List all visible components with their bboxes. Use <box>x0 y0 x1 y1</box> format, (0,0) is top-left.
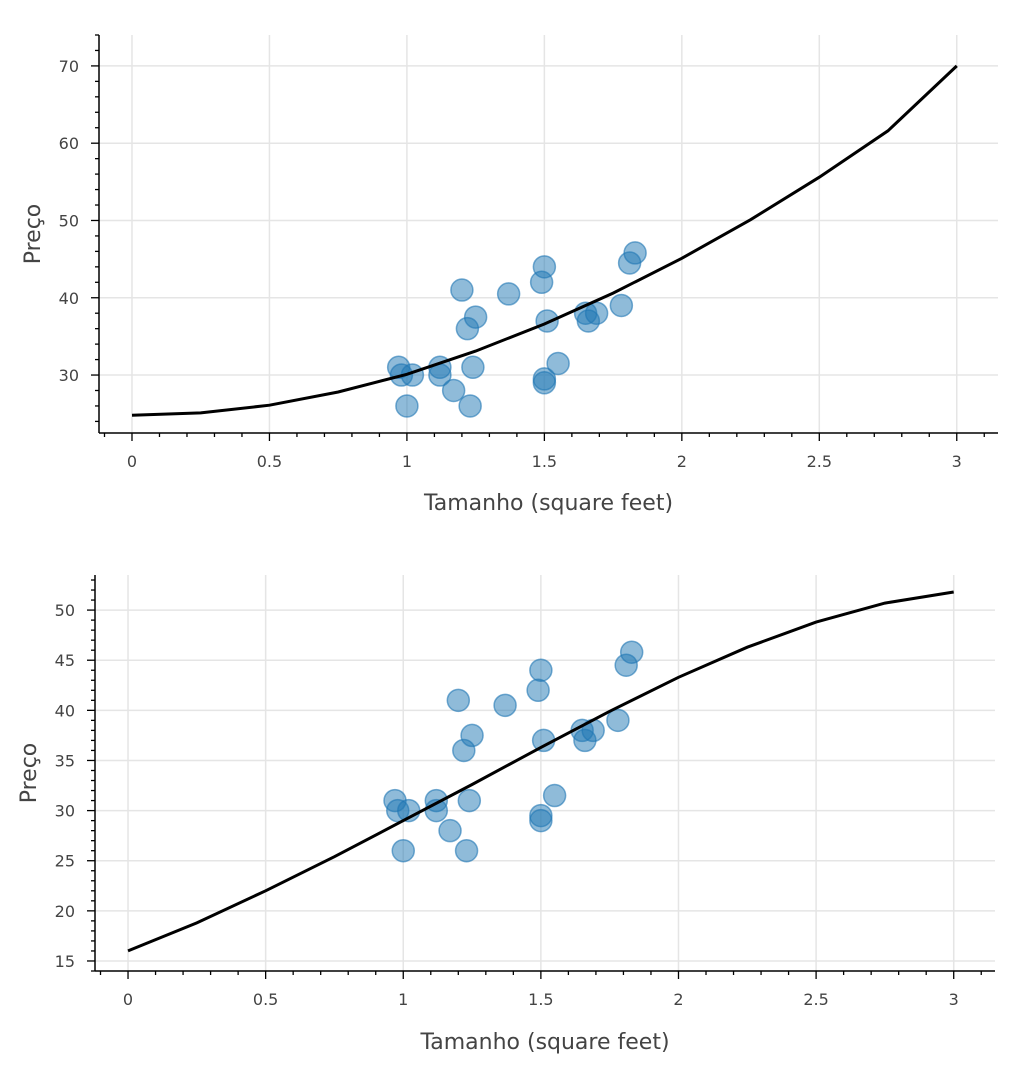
scatter-point <box>606 708 630 733</box>
y-tick-label: 30 <box>59 366 79 385</box>
x-tick-label: 0.5 <box>253 990 278 1009</box>
scatter-point <box>438 818 462 843</box>
scatter-point <box>441 378 466 403</box>
y-tick-label: 60 <box>59 134 79 153</box>
scatter-point <box>529 658 553 682</box>
scatter-point <box>457 788 482 813</box>
y-tick-label: 20 <box>55 902 75 921</box>
y-tick-label: 50 <box>55 601 75 620</box>
axes: 0 0.5 1 1.5 2 2.5 3 30 40 50 60 70 <box>59 34 998 471</box>
scatter-point <box>493 693 517 718</box>
scatter-point <box>526 678 550 703</box>
x-tick-label: 1.5 <box>528 990 553 1009</box>
y-tick-label: 50 <box>59 211 79 230</box>
x-tick-label: 2 <box>677 452 687 471</box>
y-tick-label: 40 <box>55 701 75 720</box>
y-tick-label: 25 <box>55 852 75 871</box>
x-tick-label: 3 <box>949 990 959 1009</box>
y-tick-label: 40 <box>59 289 79 308</box>
scatter-point <box>463 305 488 329</box>
x-tick-label: 1 <box>402 452 412 471</box>
scatter-series <box>386 241 647 418</box>
scatter-point <box>619 640 644 664</box>
x-tick-label: 1.5 <box>532 452 557 471</box>
scatter-point <box>584 301 609 325</box>
grid <box>99 35 998 433</box>
scatter-point <box>446 688 471 713</box>
scatter-point <box>461 355 485 380</box>
y-tick-label: 45 <box>55 651 75 670</box>
chart-panel-bottom: 0 0.5 1 1.5 2 2.5 3 15 20 25 30 35 40 45 50 Tamanho (sq… <box>17 575 995 1055</box>
y-axis-title: Preço <box>21 204 46 265</box>
scatter-point <box>529 808 553 833</box>
scatter-point <box>623 241 647 265</box>
x-axis-title: Tamanho (square feet) <box>419 1030 669 1055</box>
scatter-point <box>395 394 419 418</box>
y-tick-label: 15 <box>55 952 75 971</box>
axes: 0 0.5 1 1.5 2 2.5 3 15 20 25 30 35 40 45 50 <box>55 575 995 1009</box>
x-tick-label: 3 <box>952 452 962 471</box>
y-tick-label: 30 <box>55 802 75 821</box>
scatter-point <box>454 838 479 863</box>
x-tick-label: 0 <box>127 452 137 471</box>
y-tick-label: 70 <box>59 57 79 76</box>
scatter-point <box>460 723 484 748</box>
x-tick-label: 0.5 <box>257 452 282 471</box>
scatter-point <box>546 351 570 376</box>
grid <box>95 575 995 971</box>
y-tick-label: 35 <box>55 751 75 770</box>
y-axis-title: Preço <box>17 743 42 804</box>
scatter-series <box>383 640 644 863</box>
x-tick-label: 0 <box>123 990 133 1009</box>
x-tick-label: 2 <box>673 990 683 1009</box>
scatter-point <box>532 255 557 279</box>
scatter-point <box>391 838 416 863</box>
scatter-point <box>496 282 521 306</box>
chart-panel-top: 0 0.5 1 1.5 2 2.5 3 30 40 50 60 70 Tamanho (square f… <box>21 34 998 516</box>
fit-curve <box>131 64 958 417</box>
x-tick-label: 2.5 <box>803 990 828 1009</box>
fit-curve <box>127 590 954 953</box>
x-axis-title: Tamanho (square feet) <box>423 491 673 516</box>
x-tick-label: 2.5 <box>807 452 832 471</box>
scatter-point <box>532 371 557 395</box>
x-tick-label: 1 <box>398 990 408 1009</box>
scatter-point <box>450 278 474 302</box>
scatter-point <box>542 783 567 808</box>
scatter-point <box>458 394 482 418</box>
scatter-point <box>609 293 634 318</box>
